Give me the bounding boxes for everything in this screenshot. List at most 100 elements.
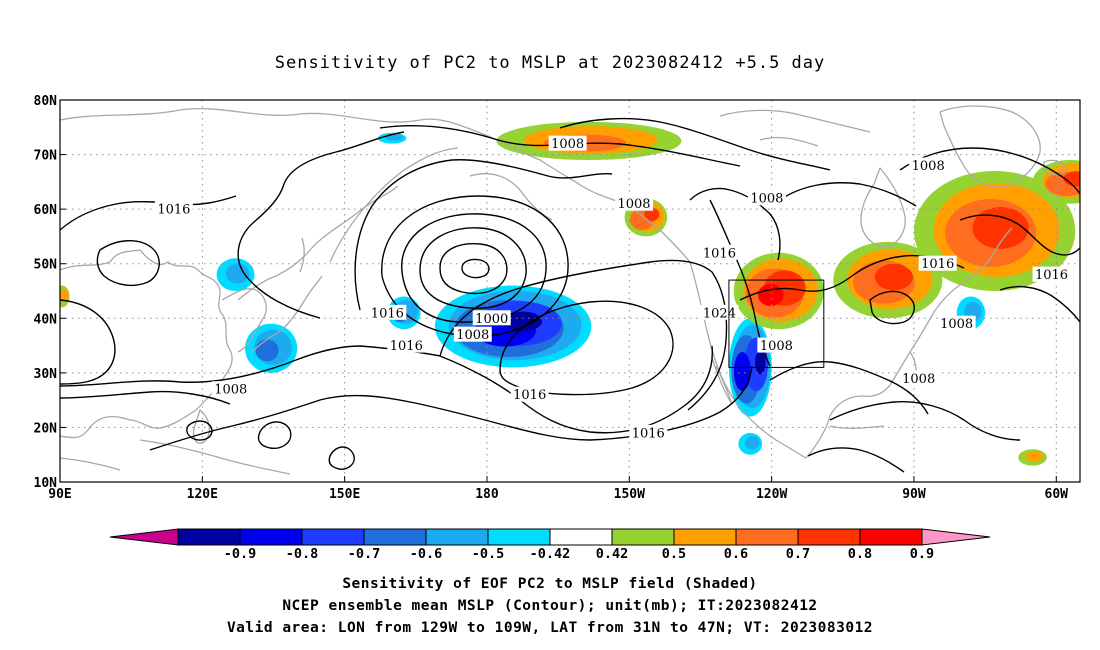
contour-label-bg <box>211 381 250 397</box>
contour-label-bg <box>154 201 193 217</box>
contour-label: 1008 <box>902 372 935 387</box>
y-tick-label: 80N <box>34 94 58 109</box>
contour-label-bg <box>918 255 957 271</box>
colorbar-max-arrow <box>921 528 991 546</box>
valid-area-box <box>728 279 825 368</box>
x-tick-label: 120W <box>756 487 787 502</box>
contour-label-bg <box>387 337 426 353</box>
colorbar-label: -0.7 <box>348 546 381 562</box>
shade-level <box>225 263 250 284</box>
contour-label: 1008 <box>940 317 973 332</box>
contour-label-bg <box>453 326 492 342</box>
contour-labels: 1008 1016 1008 1008 1008 1016 1016 1016 1016 1000… <box>154 135 1071 441</box>
shade-level <box>744 436 760 450</box>
contour-label: 1008 <box>912 159 945 174</box>
colorbar-swatch <box>673 528 737 546</box>
colorbar-label: 0.42 <box>596 546 629 562</box>
colorbar-label: -0.5 <box>472 546 505 562</box>
positive-sensitivity-region <box>833 241 943 319</box>
contour-label: 1024 <box>703 306 736 321</box>
axis-ticks: 90E 120E 150E 180 150W 120W 90W 60W 10N 20N 30N 40N… <box>34 94 1069 502</box>
negative-sensitivity-region <box>245 323 298 373</box>
colorbar-label: 0.7 <box>786 546 810 562</box>
colorbar-label: 0.6 <box>724 546 748 562</box>
colorbar-swatch <box>549 528 613 546</box>
colorbar-label: 0.5 <box>662 546 686 562</box>
x-tick-label: 90E <box>48 487 71 502</box>
positive-sensitivity-region <box>60 285 70 308</box>
contour-label-bg <box>1032 266 1071 282</box>
x-tick-label: 180 <box>475 487 499 502</box>
shade-level <box>972 207 1029 249</box>
contour-label-bg <box>615 195 654 211</box>
contour-label-bg <box>629 424 668 440</box>
colorbar-label: -0.9 <box>224 546 257 562</box>
contour-label-bg <box>472 310 511 326</box>
contour-label: 1008 <box>750 192 783 207</box>
colorbar-swatch <box>301 528 365 546</box>
positive-sensitivity-region <box>1032 160 1080 204</box>
contour-label: 1016 <box>371 306 404 321</box>
caption-line: NCEP ensemble mean MSLP (Contour); unit(… <box>282 598 817 614</box>
contour-label: 1016 <box>390 339 423 354</box>
colorbar-swatch <box>239 528 303 546</box>
y-tick-label: 60N <box>34 203 58 218</box>
colorbar-label: -0.6 <box>410 546 443 562</box>
map-frame <box>59 99 1081 483</box>
shade-level <box>755 350 766 375</box>
contour-label: 1016 <box>703 246 736 261</box>
shade-level <box>644 207 660 221</box>
x-tick-label: 150W <box>614 487 645 502</box>
contour-label: 1016 <box>632 426 665 441</box>
colorbar-min-arrow <box>109 528 179 546</box>
contour-label-bg <box>909 157 948 173</box>
colorbar-label: -0.42 <box>530 546 571 562</box>
negative-sensitivity-region <box>377 132 407 144</box>
shade-level <box>733 352 751 391</box>
negative-sensitivity-region <box>738 432 763 455</box>
colorbar-swatch <box>859 528 923 546</box>
x-tick-label: 60W <box>1045 487 1069 502</box>
contour-label-bg <box>899 370 938 386</box>
x-tick-label: 150E <box>329 487 360 502</box>
contour-label: 1016 <box>921 257 954 272</box>
contour-label: 1008 <box>214 383 247 398</box>
shade-level <box>874 263 913 291</box>
colorbar-label: 0.9 <box>910 546 934 562</box>
shade-level <box>385 133 403 141</box>
contour-label: 1016 <box>513 388 546 403</box>
contour-label-bg <box>747 190 786 206</box>
contour-label: 1008 <box>617 197 650 212</box>
caption-line: Valid area: LON from 129W to 109W, LAT f… <box>227 620 873 636</box>
contour-label: 1016 <box>1035 268 1068 283</box>
y-tick-label: 10N <box>34 476 58 491</box>
contour-label: 1016 <box>157 203 190 218</box>
shade-level <box>1025 451 1044 462</box>
map-plot-area: 1008 1016 1008 1008 1008 1016 1016 1016 1016 1000… <box>60 100 1080 482</box>
caption-line: Sensitivity of EOF PC2 to MSLP field (Sh… <box>342 576 757 592</box>
contour-label: 1008 <box>456 328 489 343</box>
colorbar-swatch <box>797 528 861 546</box>
colorbar-label: -0.8 <box>286 546 319 562</box>
contour-label-bg <box>757 337 796 353</box>
y-tick-label: 20N <box>34 421 58 436</box>
colorbar-swatch <box>363 528 427 546</box>
colorbar-swatch <box>487 528 551 546</box>
shade-level <box>504 311 543 332</box>
contour-label: 1008 <box>551 137 584 152</box>
shade-level <box>1063 171 1080 187</box>
shade-level <box>60 288 69 303</box>
x-tick-label: 90W <box>902 487 926 502</box>
y-tick-label: 70N <box>34 149 58 164</box>
positive-sensitivity-region <box>1018 449 1047 466</box>
contour-label-bg <box>368 304 407 320</box>
contour-label: 1008 <box>760 339 793 354</box>
negative-sensitivity-region <box>216 258 255 291</box>
contour-label-bg <box>937 315 976 331</box>
colorbar-swatch <box>611 528 675 546</box>
captions: Sensitivity of EOF PC2 to MSLP field (Sh… <box>227 576 873 636</box>
colorbar: -0.9 -0.8 -0.7 -0.6 -0.5 -0.42 0.42 0.5 0.6 0.7 0.… <box>109 528 991 562</box>
y-tick-label: 50N <box>34 258 58 273</box>
colorbar-swatch <box>177 528 241 546</box>
colorbar-swatch <box>735 528 799 546</box>
